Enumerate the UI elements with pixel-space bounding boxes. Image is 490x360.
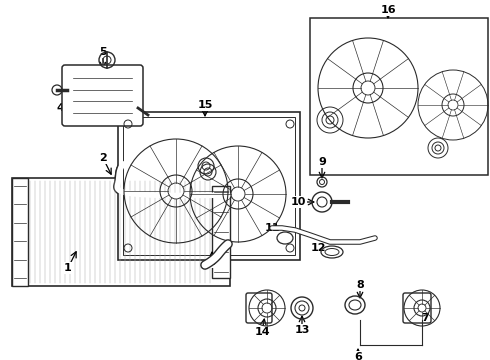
Text: 12: 12: [310, 243, 326, 253]
Text: 16: 16: [380, 5, 396, 15]
Bar: [12, 178, 230, 286]
Text: 2: 2: [99, 153, 107, 163]
Bar: [118, 112, 300, 260]
Text: 8: 8: [356, 280, 364, 290]
Text: 5: 5: [99, 47, 107, 57]
Text: 11: 11: [264, 223, 280, 233]
Text: 6: 6: [354, 352, 362, 360]
FancyBboxPatch shape: [62, 65, 143, 126]
Bar: [12, 178, 28, 286]
Text: 10: 10: [290, 197, 306, 207]
Bar: [310, 18, 488, 175]
Text: 14: 14: [254, 327, 270, 337]
Text: 15: 15: [197, 100, 213, 110]
Text: 3: 3: [208, 257, 216, 267]
Text: 7: 7: [421, 313, 429, 323]
Text: 9: 9: [318, 157, 326, 167]
Text: 4: 4: [56, 103, 64, 113]
Text: 13: 13: [294, 325, 310, 335]
Bar: [123, 117, 295, 255]
Bar: [212, 186, 230, 278]
Text: 1: 1: [64, 263, 72, 273]
